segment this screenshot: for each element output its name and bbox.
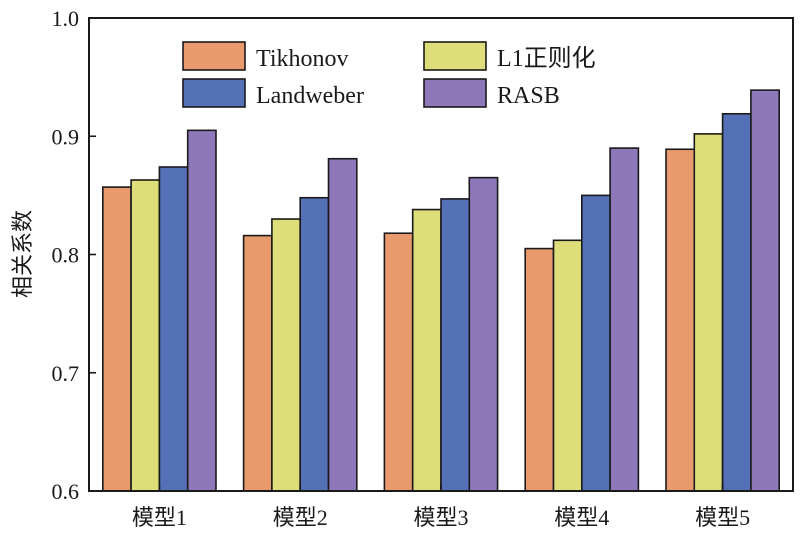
- bar-series3-category2: [299, 196, 330, 492]
- x-tick-label: 模型3: [413, 505, 468, 530]
- bar-series4-category5: [750, 89, 781, 492]
- bar-series4-category2: [327, 157, 358, 492]
- bars-layer: [102, 89, 781, 492]
- y-tick-label: 0.9: [52, 124, 80, 149]
- legend-swatch: [182, 78, 246, 108]
- bar-series2-category2: [271, 218, 301, 492]
- legend-swatch: [423, 78, 487, 108]
- bar-series3-category4: [580, 194, 611, 492]
- bar-series4-category4: [609, 147, 640, 492]
- x-tick-label: 模型4: [554, 505, 609, 530]
- x-tick-label: 模型2: [273, 505, 328, 530]
- legend-swatch: [182, 41, 246, 71]
- x-axis: 模型1 模型2 模型3 模型4 模型5: [132, 484, 750, 530]
- bar-series3-category1: [158, 166, 189, 492]
- y-axis-label: 相关系数: [10, 210, 35, 298]
- bar-series2-category5: [693, 133, 724, 492]
- x-tick-label: 模型1: [132, 505, 187, 530]
- y-tick-label: 1.0: [52, 6, 80, 31]
- bar-series1-category4: [524, 247, 555, 492]
- legend-label: Tikhonov: [256, 46, 348, 72]
- legend: Tikhonov L1正则化 Landweber RASB: [182, 41, 596, 109]
- bar-series1-category5: [665, 148, 696, 492]
- y-axis: 0.6 0.7 0.8 0.9 1.0: [52, 6, 96, 504]
- x-tick-label: 模型5: [695, 505, 750, 530]
- bar-series4-category3: [468, 176, 499, 492]
- bar-series2-category4: [552, 239, 583, 492]
- bar-series3-category3: [440, 198, 471, 492]
- legend-swatch: [423, 41, 487, 71]
- legend-label: L1正则化: [497, 45, 596, 72]
- legend-label: Landweber: [256, 83, 364, 109]
- y-tick-label: 0.7: [52, 361, 80, 386]
- legend-label: RASB: [497, 83, 560, 109]
- bar-series4-category1: [186, 129, 217, 492]
- bar-series1-category2: [242, 234, 273, 492]
- bar-series1-category1: [102, 186, 132, 492]
- bar-series2-category1: [130, 179, 161, 492]
- bar-series1-category3: [383, 232, 414, 492]
- y-tick-label: 0.8: [52, 243, 80, 268]
- y-tick-label: 0.6: [52, 479, 80, 504]
- bar-series3-category5: [721, 112, 752, 492]
- bar-series2-category3: [411, 208, 442, 492]
